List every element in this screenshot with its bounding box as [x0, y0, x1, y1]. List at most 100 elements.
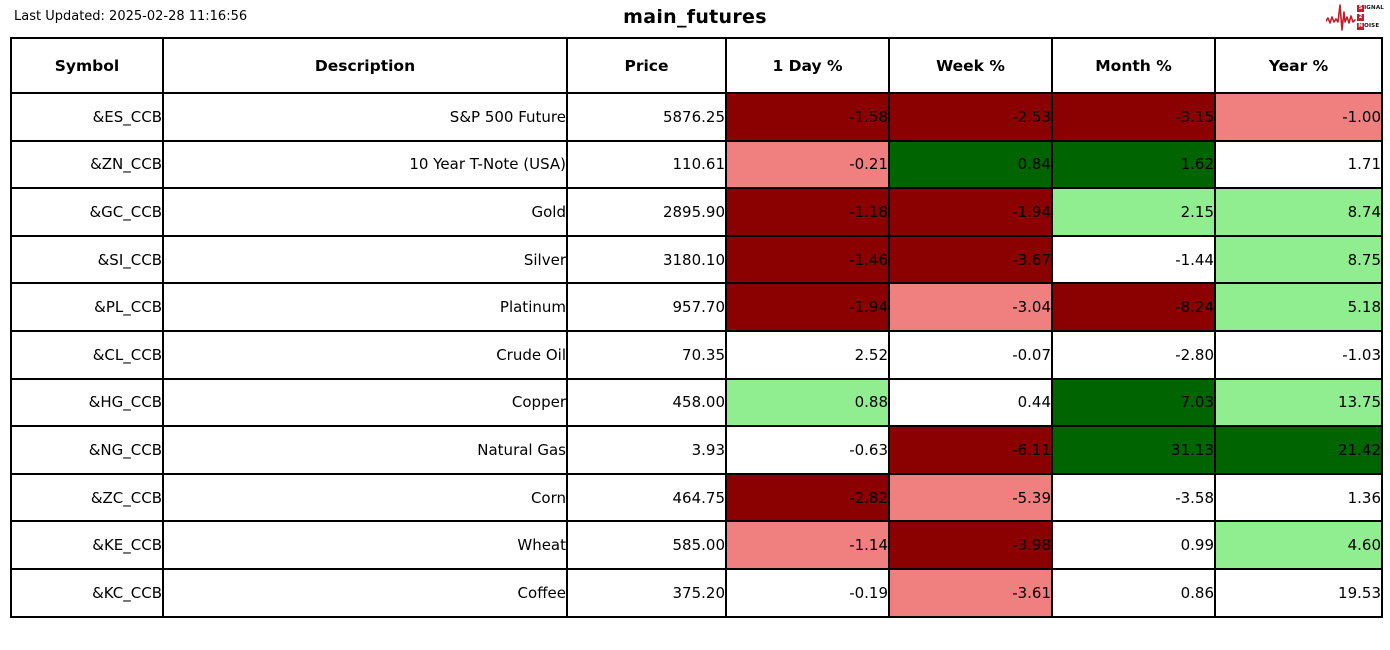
cell-month-pct: -3.58 [1051, 472, 1216, 523]
column-header-year-pct: Year % [1214, 37, 1383, 94]
cell-price: 70.35 [566, 329, 727, 380]
table-row: &PL_CCB Platinum 957.70 -1.94 -3.04 -8.24 5.18 [10, 282, 1383, 332]
table-row: &SI_CCB Silver 3180.10 -1.46 -3.67 -1.44 8.75 [10, 234, 1383, 285]
cell-price: 110.61 [566, 139, 727, 190]
logo-letter-2: 2 [1357, 13, 1365, 21]
cell-price: 3.93 [566, 425, 727, 475]
cell-description: Gold [162, 187, 568, 237]
logo-word-noise: OISE [1364, 22, 1380, 29]
cell-week-pct: -3.04 [888, 282, 1053, 332]
cell-day-pct: -2.82 [725, 472, 890, 523]
column-header-day-pct: 1 Day % [725, 37, 890, 94]
cell-price: 957.70 [566, 282, 727, 332]
cell-week-pct: -3.61 [888, 567, 1053, 618]
table-row: &KE_CCB Wheat 585.00 -1.14 -3.98 0.99 4.60 [10, 520, 1383, 570]
cell-year-pct: 4.60 [1214, 520, 1383, 570]
cell-year-pct: 8.74 [1214, 187, 1383, 237]
cell-symbol: &KE_CCB [10, 520, 164, 570]
column-header-month-pct: Month % [1051, 37, 1216, 94]
cell-price: 585.00 [566, 520, 727, 570]
cell-day-pct: -1.46 [725, 234, 890, 285]
cell-week-pct: 0.84 [888, 139, 1053, 190]
cell-description: S&P 500 Future [162, 92, 568, 142]
cell-year-pct: -1.03 [1214, 329, 1383, 380]
cell-month-pct: 31.13 [1051, 425, 1216, 475]
cell-month-pct: -3.15 [1051, 92, 1216, 142]
cell-day-pct: -1.94 [725, 282, 890, 332]
cell-day-pct: -1.14 [725, 520, 890, 570]
cell-symbol: &ZN_CCB [10, 139, 164, 190]
cell-month-pct: 0.99 [1051, 520, 1216, 570]
cell-price: 458.00 [566, 377, 727, 428]
cell-description: Crude Oil [162, 329, 568, 380]
cell-description: 10 Year T-Note (USA) [162, 139, 568, 190]
cell-week-pct: -2.53 [888, 92, 1053, 142]
page-title: main_futures [623, 6, 767, 28]
cell-price: 2895.90 [566, 187, 727, 237]
last-updated-timestamp: Last Updated: 2025-02-28 11:16:56 [14, 9, 248, 24]
logo-word-signal: IGNAL [1364, 4, 1384, 11]
column-header-week-pct: Week % [888, 37, 1053, 94]
cell-week-pct: -1.94 [888, 187, 1053, 237]
logo-text: S IGNAL 2 N OISE [1357, 4, 1384, 30]
table-row: &ZC_CCB Corn 464.75 -2.82 -5.39 -3.58 1.36 [10, 472, 1383, 523]
cell-month-pct: -8.24 [1051, 282, 1216, 332]
cell-symbol: &GC_CCB [10, 187, 164, 237]
signal2noise-logo: S IGNAL 2 N OISE [1326, 2, 1384, 32]
cell-symbol: &SI_CCB [10, 234, 164, 285]
cell-description: Copper [162, 377, 568, 428]
cell-day-pct: -0.21 [725, 139, 890, 190]
cell-day-pct: 0.88 [725, 377, 890, 428]
cell-symbol: &ES_CCB [10, 92, 164, 142]
futures-table: Symbol Description Price 1 Day % Week % Month… [10, 37, 1383, 618]
cell-symbol: &ZC_CCB [10, 472, 164, 523]
cell-price: 5876.25 [566, 92, 727, 142]
logo-letter-n: N [1357, 22, 1365, 30]
cell-day-pct: -1.18 [725, 187, 890, 237]
cell-year-pct: -1.00 [1214, 92, 1383, 142]
cell-month-pct: -1.44 [1051, 234, 1216, 285]
cell-description: Natural Gas [162, 425, 568, 475]
cell-month-pct: -2.80 [1051, 329, 1216, 380]
cell-day-pct: 2.52 [725, 329, 890, 380]
column-header-description: Description [162, 37, 568, 94]
cell-day-pct: -1.58 [725, 92, 890, 142]
table-row: &ZN_CCB 10 Year T-Note (USA) 110.61 -0.21 0.… [10, 139, 1383, 190]
table-row: &KC_CCB Coffee 375.20 -0.19 -3.61 0.86 19.53 [10, 567, 1383, 618]
waveform-icon [1326, 4, 1356, 31]
cell-price: 3180.10 [566, 234, 727, 285]
cell-week-pct: -5.39 [888, 472, 1053, 523]
cell-year-pct: 1.71 [1214, 139, 1383, 190]
cell-month-pct: 0.86 [1051, 567, 1216, 618]
cell-week-pct: -6.11 [888, 425, 1053, 475]
cell-price: 464.75 [566, 472, 727, 523]
cell-day-pct: -0.19 [725, 567, 890, 618]
table-row: &GC_CCB Gold 2895.90 -1.18 -1.94 2.15 8.74 [10, 187, 1383, 237]
cell-day-pct: -0.63 [725, 425, 890, 475]
cell-month-pct: 2.15 [1051, 187, 1216, 237]
column-header-symbol: Symbol [10, 37, 164, 94]
cell-year-pct: 19.53 [1214, 567, 1383, 618]
logo-letter-s: S [1357, 4, 1365, 12]
header-row: Symbol Description Price 1 Day % Week % Month… [10, 37, 1383, 94]
cell-symbol: &HG_CCB [10, 377, 164, 428]
cell-year-pct: 21.42 [1214, 425, 1383, 475]
cell-description: Platinum [162, 282, 568, 332]
cell-year-pct: 1.36 [1214, 472, 1383, 523]
cell-symbol: &PL_CCB [10, 282, 164, 332]
cell-year-pct: 13.75 [1214, 377, 1383, 428]
cell-description: Wheat [162, 520, 568, 570]
table-row: &NG_CCB Natural Gas 3.93 -0.63 -6.11 31.13 21.… [10, 425, 1383, 475]
cell-month-pct: 1.62 [1051, 139, 1216, 190]
table-row: &HG_CCB Copper 458.00 0.88 0.44 7.03 13.75 [10, 377, 1383, 428]
cell-description: Coffee [162, 567, 568, 618]
table-row: &CL_CCB Crude Oil 70.35 2.52 -0.07 -2.80 -1.03 [10, 329, 1383, 380]
cell-week-pct: -3.67 [888, 234, 1053, 285]
cell-description: Silver [162, 234, 568, 285]
table-row: &ES_CCB S&P 500 Future 5876.25 -1.58 -2.53 -3… [10, 92, 1383, 142]
cell-week-pct: 0.44 [888, 377, 1053, 428]
cell-symbol: &CL_CCB [10, 329, 164, 380]
cell-week-pct: -0.07 [888, 329, 1053, 380]
cell-symbol: &NG_CCB [10, 425, 164, 475]
